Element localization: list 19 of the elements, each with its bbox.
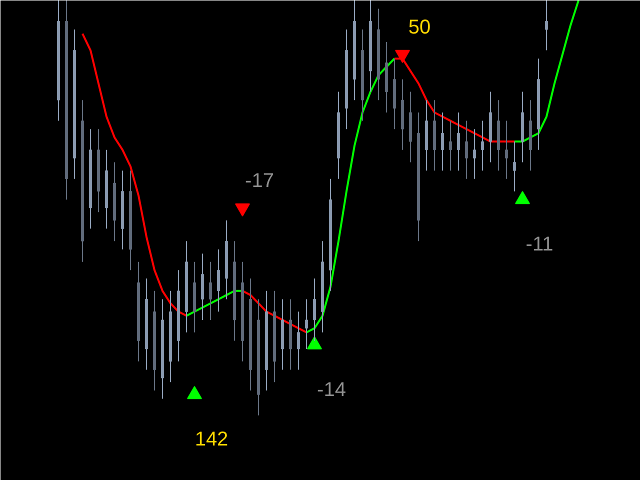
- candlestick: [441, 112, 444, 172]
- annotation: -14: [317, 378, 346, 401]
- candlestick: [217, 248, 220, 312]
- candlestick: [209, 261, 212, 320]
- annotation: -17: [245, 170, 274, 192]
- candlestick: [481, 120, 484, 172]
- candlestick: [513, 141, 516, 192]
- candlestick: [457, 112, 460, 172]
- text: 142: [194, 428, 228, 451]
- candlestick: [545, 0, 548, 51]
- candlestick: [449, 120, 452, 172]
- candlestick: [505, 120, 508, 180]
- annotation: -11: [526, 234, 554, 256]
- candlestick: [473, 128, 476, 180]
- candlestick: [465, 120, 468, 180]
- candlestick: [297, 311, 300, 370]
- candlestick: [305, 298, 308, 350]
- annotation: 50: [408, 16, 431, 38]
- candlestick: [313, 278, 316, 342]
